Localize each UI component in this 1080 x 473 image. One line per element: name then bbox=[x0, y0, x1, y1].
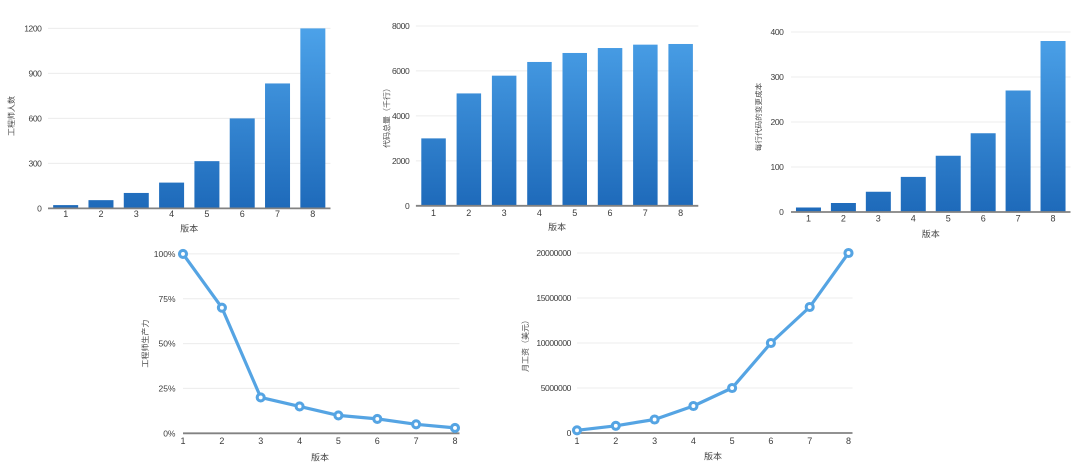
svg-text:7: 7 bbox=[275, 209, 280, 219]
svg-text:6: 6 bbox=[768, 436, 773, 446]
svg-text:5: 5 bbox=[730, 436, 735, 446]
svg-text:1: 1 bbox=[806, 214, 811, 224]
svg-text:6000: 6000 bbox=[392, 66, 410, 76]
svg-text:4: 4 bbox=[911, 214, 916, 224]
svg-text:0: 0 bbox=[779, 207, 784, 217]
svg-text:15000000: 15000000 bbox=[536, 293, 571, 303]
svg-text:8: 8 bbox=[846, 436, 851, 446]
svg-text:7: 7 bbox=[414, 436, 419, 446]
svg-text:6: 6 bbox=[981, 214, 986, 224]
svg-text:2: 2 bbox=[613, 436, 618, 446]
svg-text:0: 0 bbox=[405, 201, 410, 211]
svg-text:5: 5 bbox=[204, 209, 209, 219]
svg-text:8: 8 bbox=[310, 209, 315, 219]
svg-text:7: 7 bbox=[807, 436, 812, 446]
svg-text:6: 6 bbox=[607, 208, 612, 218]
svg-text:1200: 1200 bbox=[24, 23, 42, 33]
svg-text:1: 1 bbox=[180, 436, 185, 446]
svg-text:6: 6 bbox=[375, 436, 380, 446]
svg-text:4: 4 bbox=[169, 209, 174, 219]
svg-text:8: 8 bbox=[452, 436, 457, 446]
svg-text:3: 3 bbox=[134, 209, 139, 219]
svg-text:300: 300 bbox=[29, 158, 43, 168]
svg-text:4000: 4000 bbox=[392, 111, 410, 121]
svg-text:400: 400 bbox=[771, 27, 785, 37]
svg-text:5: 5 bbox=[572, 208, 577, 218]
svg-text:3: 3 bbox=[258, 436, 263, 446]
svg-text:300: 300 bbox=[771, 72, 785, 82]
svg-text:100%: 100% bbox=[154, 249, 176, 259]
svg-text:1: 1 bbox=[574, 436, 579, 446]
svg-text:75%: 75% bbox=[158, 294, 175, 304]
svg-text:2: 2 bbox=[841, 214, 846, 224]
svg-text:900: 900 bbox=[29, 68, 43, 78]
svg-text:5000000: 5000000 bbox=[541, 383, 572, 393]
svg-text:20000000: 20000000 bbox=[536, 248, 571, 258]
svg-text:600: 600 bbox=[29, 113, 43, 123]
svg-text:2: 2 bbox=[219, 436, 224, 446]
svg-text:8000: 8000 bbox=[392, 21, 410, 31]
svg-text:3: 3 bbox=[652, 436, 657, 446]
svg-text:4: 4 bbox=[297, 436, 302, 446]
svg-text:200: 200 bbox=[771, 117, 785, 127]
svg-text:8: 8 bbox=[1050, 214, 1055, 224]
svg-text:6: 6 bbox=[240, 209, 245, 219]
svg-text:10000000: 10000000 bbox=[536, 338, 571, 348]
svg-text:0: 0 bbox=[567, 428, 572, 438]
svg-text:0: 0 bbox=[37, 203, 42, 213]
svg-text:5: 5 bbox=[336, 436, 341, 446]
svg-text:5: 5 bbox=[946, 214, 951, 224]
svg-text:7: 7 bbox=[1016, 214, 1021, 224]
svg-text:8: 8 bbox=[678, 208, 683, 218]
svg-text:1: 1 bbox=[431, 208, 436, 218]
svg-text:4: 4 bbox=[691, 436, 696, 446]
svg-text:7: 7 bbox=[643, 208, 648, 218]
svg-text:3: 3 bbox=[876, 214, 881, 224]
svg-text:25%: 25% bbox=[158, 383, 175, 393]
svg-text:0%: 0% bbox=[163, 428, 176, 438]
svg-text:2000: 2000 bbox=[392, 156, 410, 166]
svg-text:2: 2 bbox=[466, 208, 471, 218]
svg-text:2: 2 bbox=[98, 209, 103, 219]
svg-text:50%: 50% bbox=[158, 339, 175, 349]
svg-text:100: 100 bbox=[771, 162, 785, 172]
svg-text:1: 1 bbox=[63, 209, 68, 219]
svg-text:3: 3 bbox=[502, 208, 507, 218]
svg-text:4: 4 bbox=[537, 208, 542, 218]
